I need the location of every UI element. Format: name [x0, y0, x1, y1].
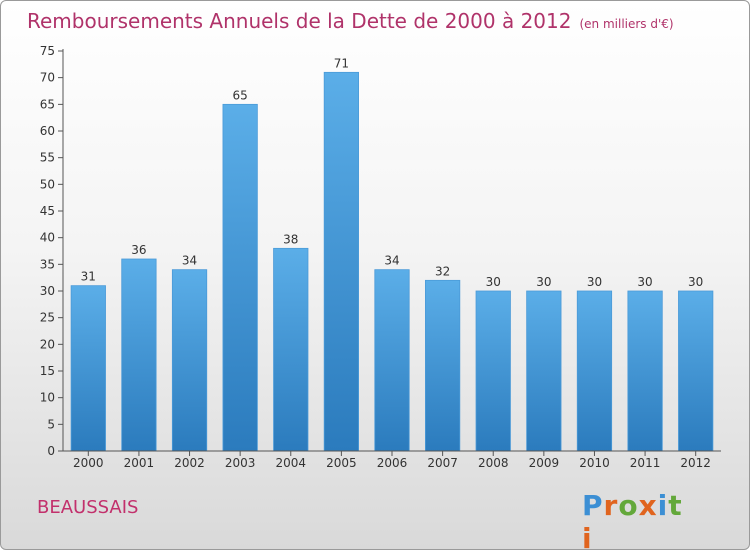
bar: [273, 247, 309, 452]
bar-value-label: 71: [334, 56, 349, 70]
y-tick-label: 60: [40, 124, 55, 138]
bar: [70, 285, 106, 452]
bar-value-label: 36: [131, 243, 146, 257]
y-tick-label: 65: [40, 97, 55, 111]
bars: 31 36 34 65 38 71 34 32 30 30 30 30 30: [70, 56, 714, 452]
title-main: Remboursements Annuels de la Dette de 20…: [27, 9, 572, 33]
y-tick-label: 35: [40, 257, 55, 271]
bar: [475, 290, 511, 452]
x-tick-label: 2011: [630, 456, 661, 470]
commune-name: BEAUSSAIS: [37, 497, 139, 518]
logo-letter: i: [657, 489, 669, 522]
x-tick-label: 2000: [73, 456, 104, 470]
logo-letter: r: [603, 489, 619, 522]
bar: [576, 290, 613, 452]
bar: [526, 290, 562, 452]
y-tick-label: 70: [40, 71, 55, 85]
y-tick-label: 5: [47, 417, 55, 431]
logo-letter: x: [638, 489, 658, 522]
bar: [678, 290, 714, 452]
y-tick-label: 15: [40, 364, 55, 378]
bar-value-label: 30: [688, 275, 703, 289]
bar-value-label: 32: [435, 264, 450, 278]
y-tick-label: 75: [40, 44, 55, 58]
y-tick-label: 20: [40, 337, 55, 351]
logo-letter: t: [668, 489, 683, 522]
y-tick-label: 10: [40, 391, 55, 405]
logo-letter: o: [618, 489, 639, 522]
bar: [425, 279, 461, 452]
bar-value-label: 30: [637, 275, 652, 289]
bar-value-label: 34: [384, 254, 399, 268]
bar-value-label: 34: [182, 254, 197, 268]
bar-value-label: 30: [536, 275, 551, 289]
bar-value-label: 65: [233, 88, 248, 102]
bar-value-label: 31: [81, 270, 96, 284]
x-tick-label: 2009: [529, 456, 560, 470]
logo-letter: P: [582, 489, 604, 522]
y-tick-label: 55: [40, 151, 55, 165]
x-tick-label: 2012: [680, 456, 711, 470]
x-tick-label: 2005: [326, 456, 357, 470]
x-tick-label: 2010: [579, 456, 610, 470]
bar: [222, 103, 258, 452]
y-tick-label: 45: [40, 204, 55, 218]
bar: [171, 269, 208, 452]
chart-title: Remboursements Annuels de la Dette de 20…: [27, 9, 674, 33]
y-tick-label: 40: [40, 231, 55, 245]
bar: [323, 71, 359, 452]
title-subtitle: (en milliers d'€): [579, 17, 674, 31]
bar: [374, 269, 410, 452]
proxiti-logo: Proxiti: [582, 489, 692, 549]
bar: [121, 258, 157, 452]
y-tick-label: 25: [40, 311, 55, 325]
x-tick-label: 2004: [275, 456, 306, 470]
x-tick-label: 2003: [225, 456, 256, 470]
logo-letter: i: [582, 522, 593, 550]
x-tick-label: 2006: [377, 456, 408, 470]
x-tick-label: 2002: [174, 456, 205, 470]
x-tick-label: 2001: [124, 456, 155, 470]
bar-value-label: 38: [283, 232, 298, 246]
y-tick-label: 30: [40, 284, 55, 298]
x-axis: 2000 2001 2002 2003 2004 2005 2006 2007 2008 2009…: [63, 450, 721, 470]
y-tick-label: 50: [40, 177, 55, 191]
bar: [627, 290, 663, 452]
x-tick-label: 2007: [427, 456, 458, 470]
y-axis: 0 5 10 15 20 25 30 35 40 45 50 55 60 65 70 75: [40, 44, 64, 458]
bar-value-label: 30: [486, 275, 501, 289]
x-tick-label: 2008: [478, 456, 509, 470]
y-tick-label: 0: [47, 444, 55, 458]
bar-value-label: 30: [587, 275, 602, 289]
